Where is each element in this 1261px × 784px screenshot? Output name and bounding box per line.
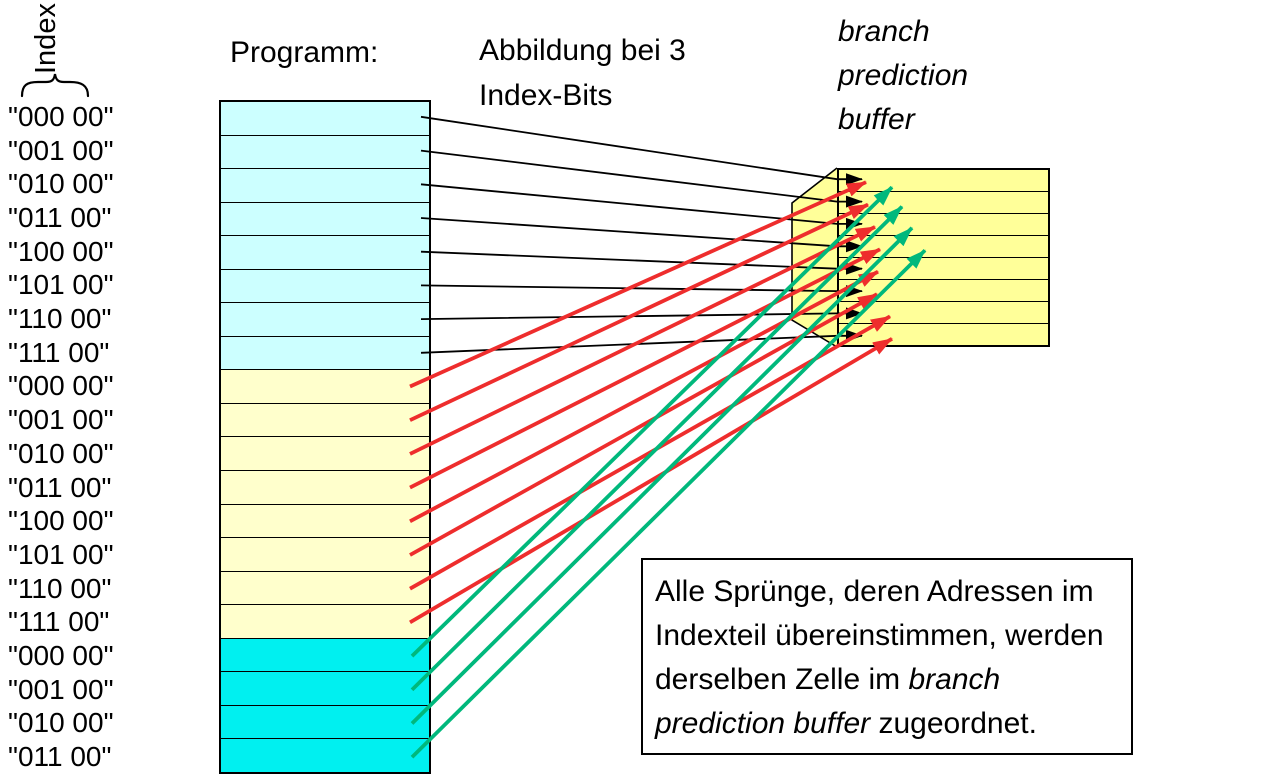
program-row	[221, 671, 429, 705]
mapping-arrow-direct	[420, 217, 863, 253]
program-row	[221, 335, 429, 370]
mapping-arrow-alias	[409, 270, 879, 523]
mapping-arrow-alias	[409, 247, 881, 490]
mapping-arrow-direct	[420, 149, 863, 208]
program-row	[221, 268, 429, 303]
index-axis-label: Index	[30, 3, 62, 74]
address-label: "111 00"	[8, 336, 110, 368]
address-label: "100 00"	[8, 505, 114, 537]
buffer-box	[837, 168, 1050, 347]
program-row	[221, 134, 429, 169]
program-row	[221, 168, 429, 202]
buffer-row	[839, 301, 1048, 323]
program-box	[219, 100, 431, 774]
program-row	[221, 235, 429, 269]
buffer-row	[839, 279, 1048, 301]
funnel-outline	[791, 167, 838, 348]
address-label: "010 00"	[8, 168, 114, 200]
address-label: "100 00"	[8, 235, 114, 267]
address-label: "000 00"	[8, 640, 114, 672]
address-label: "111 00"	[8, 606, 110, 638]
note-text-after: zugeordnet.	[870, 707, 1037, 740]
mapping-arrow-alias	[409, 292, 878, 557]
funnel-fill	[792, 168, 837, 347]
buffer-row	[839, 323, 1048, 345]
note-text-italic: branch prediction buffer	[655, 663, 1001, 740]
buffer-title: branch prediction buffer	[838, 15, 977, 136]
index-brace	[20, 73, 90, 98]
address-label: "000 00"	[8, 370, 114, 402]
mapping-arrow-alias	[409, 225, 876, 456]
buffer-row	[839, 235, 1048, 257]
mapping-arrow-direct	[420, 250, 863, 275]
mapping-arrow-direct	[420, 329, 863, 354]
program-title: Programm:	[230, 36, 379, 69]
buffer-row	[839, 257, 1048, 279]
program-row	[221, 604, 429, 638]
program-row	[221, 503, 429, 538]
program-row	[221, 102, 429, 135]
program-row	[221, 537, 429, 571]
address-label: "001 00"	[8, 673, 114, 705]
address-label: "010 00"	[8, 437, 114, 469]
program-row	[221, 470, 429, 504]
address-label: "011 00"	[8, 471, 112, 503]
mapping-arrow-direct	[420, 284, 863, 298]
mapping-arrow-alias	[409, 180, 867, 389]
mapping-arrow-direct	[420, 115, 863, 186]
program-row	[221, 302, 429, 336]
program-row	[221, 436, 429, 471]
note-box: Alle Sprünge, deren Adressen im Indextei…	[641, 558, 1133, 755]
buffer-row	[839, 213, 1048, 235]
program-row	[221, 369, 429, 403]
note-text-before: Alle Sprünge, deren Adressen im Indextei…	[655, 575, 1104, 696]
address-label: "010 00"	[8, 707, 114, 739]
address-label: "110 00"	[8, 303, 112, 335]
buffer-row	[839, 170, 1048, 191]
mapping-arrow-direct	[420, 307, 863, 320]
address-label: "001 00"	[8, 404, 114, 436]
program-row	[221, 637, 429, 672]
mapping-title: Abbildung bei 3 Index-Bits	[479, 34, 695, 112]
address-label: "011 00"	[8, 741, 112, 773]
brace-path	[20, 73, 90, 98]
program-row	[221, 704, 429, 739]
buffer-row	[839, 191, 1048, 213]
address-label: "101 00"	[8, 269, 114, 301]
address-label: "101 00"	[8, 538, 114, 570]
mapping-arrow-alias	[409, 202, 869, 422]
address-label: "000 00"	[8, 100, 114, 132]
address-label: "110 00"	[8, 572, 112, 604]
program-row	[221, 738, 429, 772]
program-row	[221, 402, 429, 437]
mapping-arrow-alias	[409, 314, 891, 591]
program-row	[221, 201, 429, 236]
program-row	[221, 570, 429, 605]
mapping-arrow-direct	[420, 183, 863, 230]
address-label: "011 00"	[8, 201, 112, 233]
address-label: "001 00"	[8, 134, 114, 166]
